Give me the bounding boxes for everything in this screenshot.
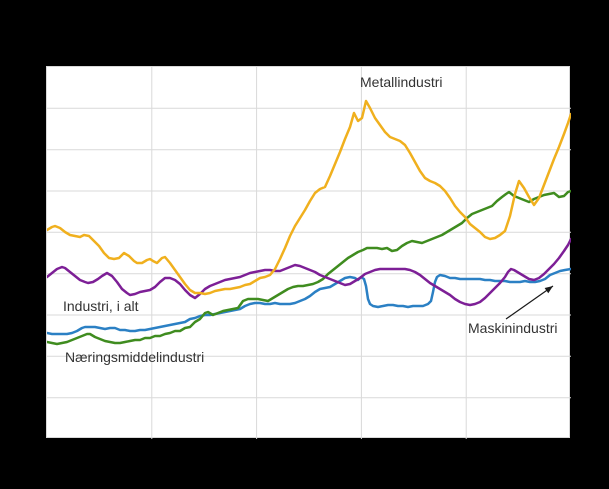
maskinindustri-arrow xyxy=(505,285,554,320)
label-industri-i-alt: Industri, i alt xyxy=(63,298,139,314)
series-line-metallindustri xyxy=(47,99,571,296)
series-line-industri-i-alt xyxy=(47,267,571,336)
label-naeringsmiddelindustri: Næringsmiddelindustri xyxy=(65,349,205,365)
label-maskinindustri: Maskinindustri xyxy=(468,320,558,336)
arrowhead-icon xyxy=(544,286,553,294)
plot-area xyxy=(46,66,571,439)
series-line-n-ringsmiddelindustri xyxy=(47,189,571,346)
label-metallindustri: Metallindustri xyxy=(360,74,443,90)
series-line-maskinindustri xyxy=(47,237,571,307)
line-chart xyxy=(47,67,571,439)
